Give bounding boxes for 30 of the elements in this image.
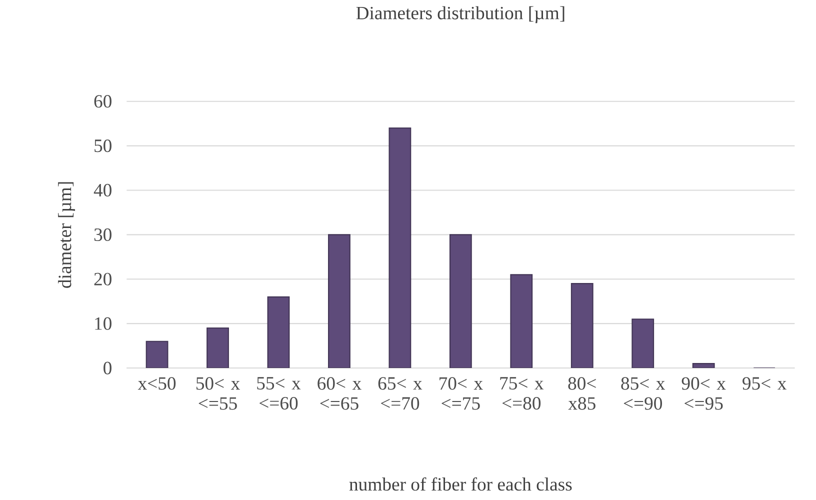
bar [206,327,229,368]
chart-title: Diameters distribution [µm] [356,6,564,24]
bar [328,234,350,368]
x-tick-label: 85< x <=90 [621,377,666,410]
bar [146,340,168,368]
y-tick-label: 40 [94,184,112,197]
x-tick-label: 70< x <=75 [440,377,483,410]
bar [510,274,533,368]
y-tick-label: 20 [94,272,112,286]
bar [570,283,594,368]
x-tick-label: 55< x <=60 [257,377,301,410]
x-tick-label: 95< x [742,377,786,390]
x-tick-label: 90< x <=95 [682,377,726,410]
bar [267,296,290,368]
y-axis-title: diameter [µm] [58,182,76,288]
x-tick-label: 65< x <=70 [378,377,422,410]
x-tick-label: 75< x <=80 [500,377,544,410]
y-tick-label: 30 [94,228,112,241]
y-tick-label: 0 [104,362,112,374]
bar [449,234,472,368]
bar [632,318,654,368]
x-tick-label: 80< x85 [568,377,596,410]
x-tick-label: 60< x <=65 [318,377,362,410]
y-tick-label: 10 [95,317,112,330]
y-tick-label: 60 [94,95,112,108]
y-tick-label: 50 [94,139,112,152]
x-axis-title: number of fiber for each class [349,477,572,491]
x-tick-label: 50< x <=55 [196,377,240,410]
bar [388,127,412,368]
x-tick-label: x<50 [138,377,176,390]
